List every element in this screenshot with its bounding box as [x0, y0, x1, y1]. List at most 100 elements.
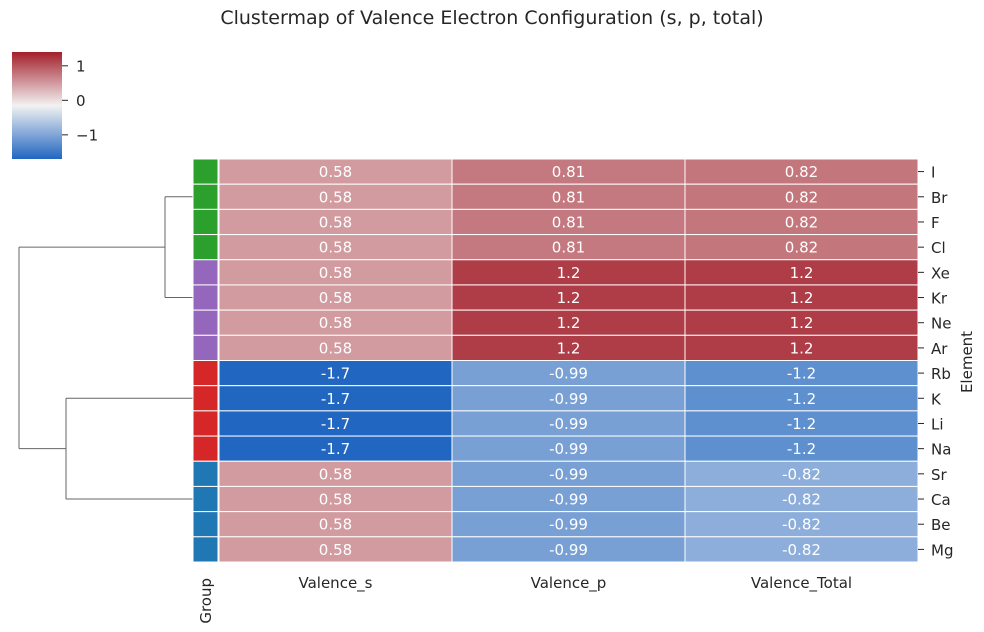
group-color-cell	[192, 385, 219, 412]
cell-value-label: -1.2	[787, 390, 816, 408]
heatmap-cell	[451, 234, 686, 261]
cell-value-label: -0.99	[549, 465, 588, 483]
heatmap-cell	[684, 485, 919, 513]
cell-value-label: 0.82	[785, 188, 818, 206]
row-label: Li	[931, 415, 944, 433]
cell-value-label: 0.58	[319, 491, 352, 509]
row-label: Cl	[931, 239, 946, 257]
group-color-cell	[192, 309, 219, 336]
group-axis-label: Group	[197, 578, 215, 624]
group-color-cell	[192, 334, 219, 361]
cell-value-label: -1.7	[321, 365, 350, 383]
row-label: K	[931, 390, 942, 408]
cell-value-label: 0.58	[319, 541, 352, 559]
cell-value-label: -0.99	[549, 440, 588, 458]
cell-value-label: 0.82	[785, 163, 818, 181]
cell-value-label: 1.2	[557, 289, 581, 307]
group-color-cell	[192, 360, 219, 387]
heatmap-cell	[218, 208, 453, 236]
cell-value-label: -0.99	[549, 541, 588, 559]
group-color-cell	[192, 485, 219, 513]
colorbar-tick-label: −1	[76, 126, 98, 144]
heatmap-cell	[451, 460, 686, 487]
column-tick-labels: Valence_s Valence_p Valence_Total	[299, 574, 853, 593]
row-label: Ca	[931, 491, 951, 509]
heatmap-cell	[684, 208, 919, 236]
row-dendrogram	[18, 196, 193, 500]
group-color-cell	[192, 460, 219, 487]
cell-value-label: 0.81	[552, 239, 585, 257]
cell-value-label: 0.81	[552, 163, 585, 181]
cell-value-label: -0.99	[549, 365, 588, 383]
row-label: Rb	[931, 365, 951, 383]
colorbar-tick-label: 1	[76, 57, 86, 75]
group-color-strip	[192, 158, 219, 563]
cell-value-label: 0.58	[319, 339, 352, 357]
column-label: Valence_p	[531, 574, 607, 593]
heatmap-cell	[451, 309, 686, 336]
group-color-cell	[192, 158, 219, 185]
cell-value-label: -0.99	[549, 516, 588, 534]
cell-value-label: 1.2	[557, 339, 581, 357]
heatmap-cell	[684, 536, 919, 563]
cell-value-label: 0.58	[319, 314, 352, 332]
cell-value-label: 1.2	[790, 314, 814, 332]
cell-value-label: 1.2	[790, 339, 814, 357]
cell-value-label: -1.2	[787, 440, 816, 458]
heatmap-cell	[684, 284, 919, 311]
heatmap-cell	[451, 435, 686, 462]
group-color-cell	[192, 410, 219, 437]
cell-value-label: 0.58	[319, 516, 352, 534]
cell-value-label: -0.82	[782, 465, 821, 483]
heatmap-cell	[451, 284, 686, 311]
row-label: Br	[931, 189, 948, 207]
row-label: Be	[931, 516, 951, 534]
row-label: Mg	[931, 541, 953, 559]
cell-value-label: -0.99	[549, 415, 588, 433]
heatmap-cell	[684, 435, 919, 462]
chart-title: Clustermap of Valence Electron Configura…	[220, 7, 763, 29]
cell-value-label: -1.7	[321, 415, 350, 433]
colorbar-gradient	[12, 52, 62, 159]
cell-value-label: 0.58	[319, 163, 352, 181]
heatmap-cell	[684, 511, 919, 538]
cell-value-label: 0.58	[319, 239, 352, 257]
heatmap-cell	[684, 334, 919, 361]
cell-value-label: 0.81	[552, 188, 585, 206]
row-label: Kr	[931, 290, 948, 308]
colorbar-tick-label: 0	[76, 92, 86, 110]
cell-value-label: 0.58	[319, 264, 352, 282]
cell-value-label: -1.7	[321, 440, 350, 458]
cell-value-label: 0.81	[552, 213, 585, 231]
row-label: Na	[931, 441, 951, 459]
column-label: Valence_Total	[751, 574, 852, 593]
cell-value-label: -0.99	[549, 491, 588, 509]
row-label: Sr	[931, 466, 948, 484]
heatmap-cell	[218, 158, 453, 185]
row-axis-label: Element	[958, 331, 976, 393]
cell-value-label: 0.58	[319, 188, 352, 206]
cell-value-label: 0.82	[785, 213, 818, 231]
cell-value-label: -1.2	[787, 415, 816, 433]
group-color-cell	[192, 435, 219, 462]
heatmap-cell	[218, 485, 453, 513]
cell-value-label: 1.2	[557, 314, 581, 332]
row-label: I	[931, 164, 935, 182]
group-color-cell	[192, 259, 219, 286]
heatmap-cells: 0.58 0.81 0.82 0.58 0.81 0.82 0.58 0.81 0.82 0.58…	[218, 158, 919, 563]
colorbar: 1 0 −1	[12, 52, 98, 159]
heatmap-cell	[218, 234, 453, 261]
heatmap-cell	[218, 334, 453, 361]
heatmap-cell	[218, 183, 453, 210]
cell-value-label: -0.82	[782, 491, 821, 509]
column-label: Valence_s	[299, 574, 373, 593]
cell-value-label: -0.99	[549, 390, 588, 408]
heatmap-cell	[684, 410, 919, 437]
cell-value-label: 0.58	[319, 465, 352, 483]
row-tick-labels: I Br F Cl Xe Kr Ne Ar Rb K Li Na Sr Ca Be Mg	[918, 164, 953, 559]
cell-value-label: -1.2	[787, 365, 816, 383]
group-color-cell	[192, 511, 219, 538]
cell-value-label: 1.2	[557, 264, 581, 282]
heatmap-cell	[218, 284, 453, 311]
cell-value-label: 0.58	[319, 289, 352, 307]
